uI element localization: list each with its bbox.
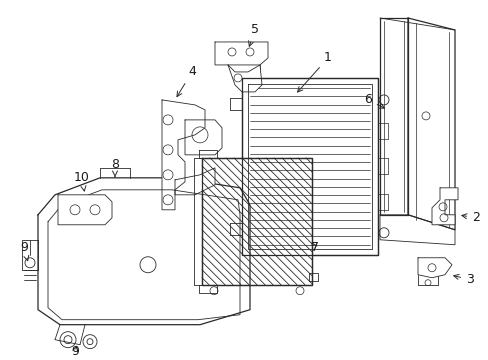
Text: 1: 1: [297, 51, 331, 92]
Polygon shape: [215, 42, 267, 72]
Polygon shape: [227, 65, 262, 92]
Polygon shape: [379, 18, 407, 215]
Polygon shape: [417, 258, 451, 278]
Bar: [242, 78, 377, 255]
Text: 5: 5: [248, 23, 259, 46]
Polygon shape: [431, 188, 457, 225]
Polygon shape: [407, 18, 454, 230]
Text: 4: 4: [177, 66, 196, 96]
Text: 10: 10: [74, 171, 90, 191]
Bar: [202, 158, 311, 285]
Polygon shape: [379, 215, 454, 245]
Text: 7: 7: [310, 241, 318, 254]
Text: 8: 8: [111, 158, 119, 177]
Text: 6: 6: [364, 93, 384, 108]
Text: 2: 2: [461, 211, 479, 224]
Text: 9: 9: [71, 345, 79, 358]
Text: 3: 3: [453, 273, 473, 286]
Polygon shape: [38, 178, 249, 325]
Polygon shape: [162, 100, 204, 210]
Text: 9: 9: [20, 241, 29, 261]
Polygon shape: [175, 168, 215, 195]
Polygon shape: [58, 195, 112, 225]
Polygon shape: [184, 120, 222, 155]
